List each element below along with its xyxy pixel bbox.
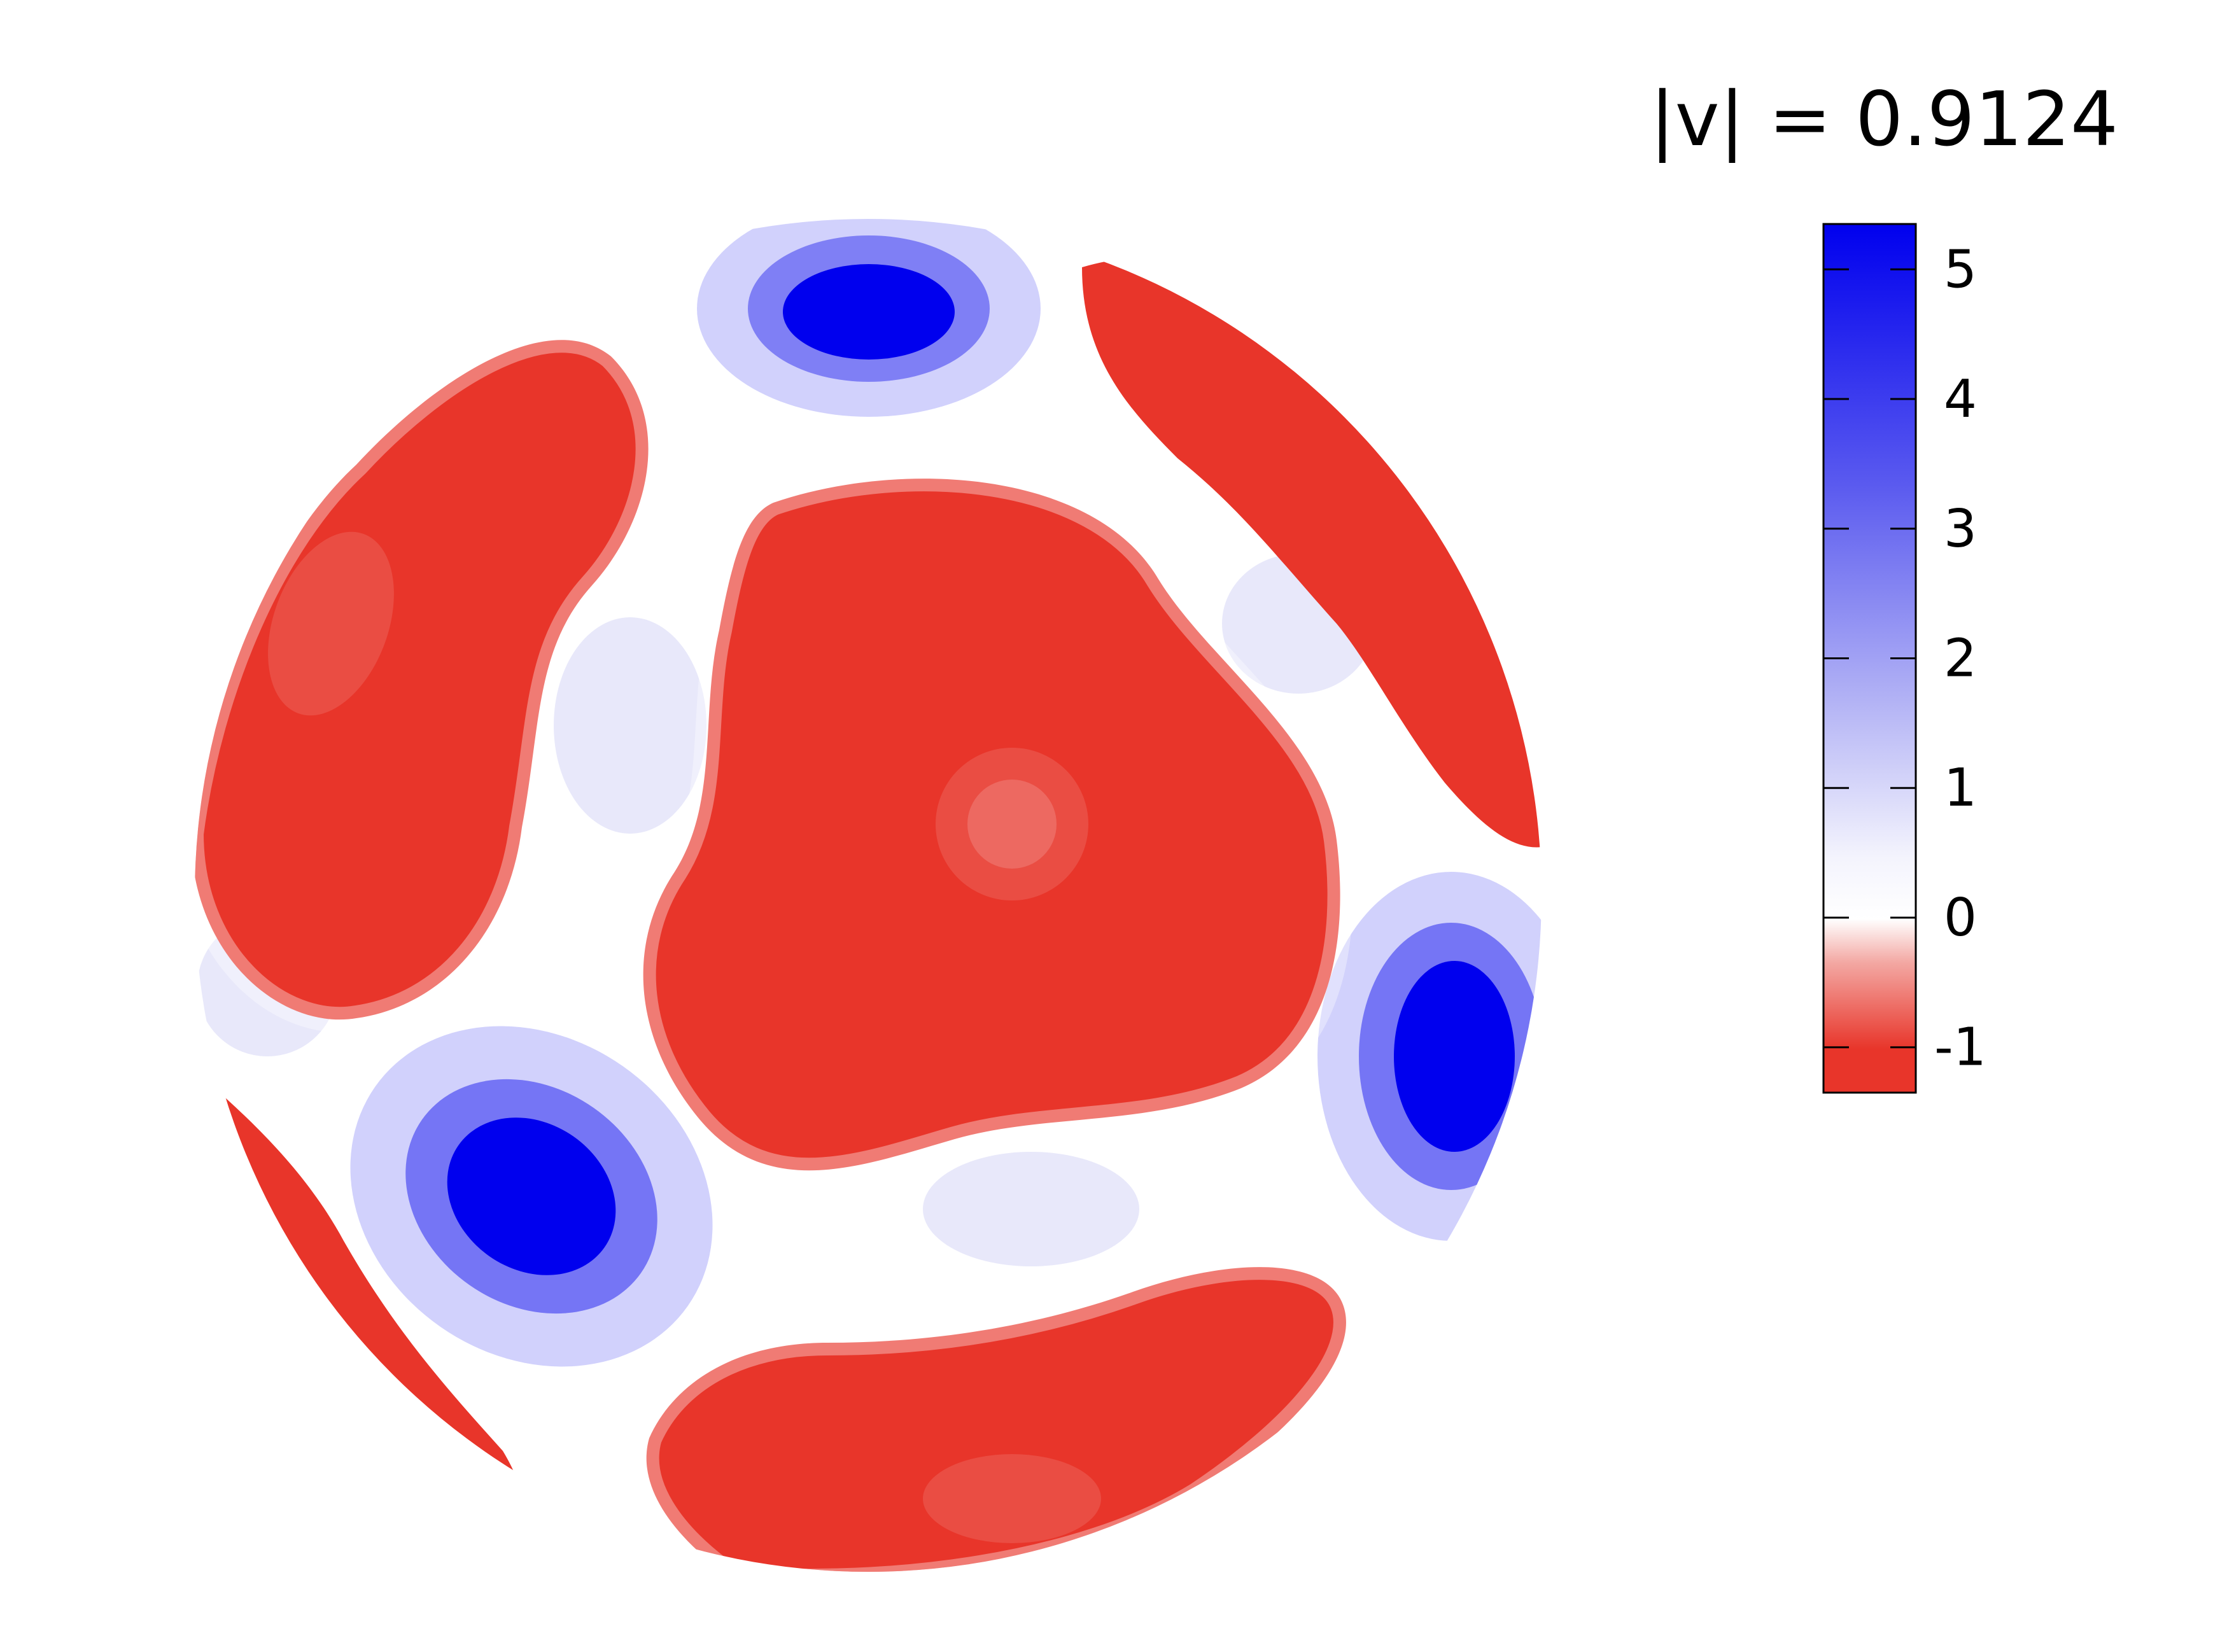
- chart-title: |v| = 0.9124: [1650, 75, 2118, 163]
- colorbar-tick-label: 2: [1944, 629, 1977, 689]
- sphere: [195, 219, 1542, 1572]
- colorbar-tick-label: 4: [1944, 369, 1977, 430]
- red-min-upper-left: [195, 340, 649, 1020]
- red-minima: [195, 219, 1542, 1572]
- colorbar-tick-label: 0: [1944, 888, 1977, 948]
- blue-maxima: [350, 219, 1542, 1367]
- red-light-centers: [268, 531, 1101, 1543]
- colorbar-tick-label: 5: [1944, 239, 1977, 300]
- colorbar-tick-label: -1: [1934, 1018, 1986, 1078]
- colorbar-tick-label: 3: [1944, 499, 1977, 559]
- colorbar: 5 4 3 2 1 0 -1: [1822, 223, 1986, 1094]
- region-edge-soften: [195, 327, 1359, 1572]
- colorbar-ticks: 5 4 3 2 1 0 -1: [1823, 239, 1986, 1078]
- red-min-lower-left: [195, 1056, 523, 1527]
- red-min-upper-right: [1082, 256, 1542, 848]
- colorbar-tick-label: 1: [1944, 758, 1977, 818]
- red-min-center: [643, 479, 1340, 1171]
